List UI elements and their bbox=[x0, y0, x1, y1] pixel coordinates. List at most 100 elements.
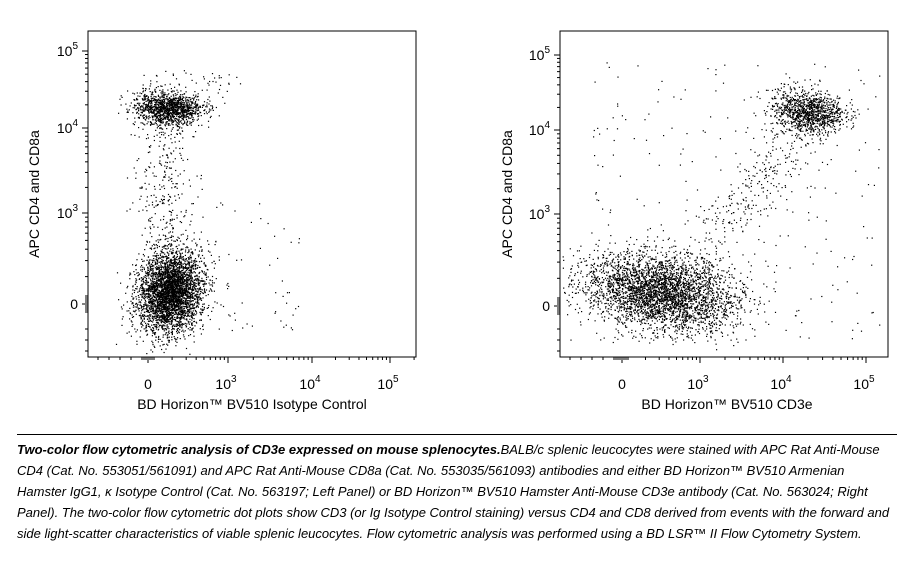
event-dot bbox=[170, 298, 172, 300]
event-dot bbox=[179, 112, 181, 115]
event-dot bbox=[164, 112, 166, 114]
event-dot bbox=[150, 329, 152, 331]
event-dot bbox=[161, 118, 164, 121]
event-dot bbox=[159, 275, 161, 277]
event-dot bbox=[168, 314, 170, 316]
event-dot bbox=[199, 319, 201, 321]
event-dot bbox=[174, 281, 176, 283]
event-dot bbox=[172, 289, 174, 291]
event-dot bbox=[151, 106, 153, 108]
event-dot bbox=[158, 270, 160, 272]
event-dot bbox=[191, 324, 193, 326]
event-dot bbox=[177, 316, 179, 318]
event-dot bbox=[194, 285, 196, 287]
event-dot bbox=[199, 294, 201, 296]
event-dot bbox=[165, 271, 167, 273]
event-dot bbox=[140, 305, 142, 307]
event-dot bbox=[142, 289, 144, 291]
event-dot bbox=[165, 303, 167, 305]
event-dot bbox=[156, 313, 158, 315]
event-dot bbox=[154, 108, 156, 110]
event-dot bbox=[174, 86, 176, 88]
event-dot bbox=[193, 110, 195, 112]
event-dot bbox=[178, 127, 181, 129]
event-dot bbox=[161, 313, 164, 315]
event-dot bbox=[165, 284, 167, 286]
event-dot bbox=[139, 95, 141, 97]
event-dot bbox=[177, 278, 179, 280]
event-dot bbox=[165, 256, 167, 258]
event-dot bbox=[215, 106, 217, 109]
event-dot bbox=[187, 108, 189, 110]
event-dot bbox=[178, 279, 181, 281]
event-dot bbox=[148, 301, 150, 303]
event-dot bbox=[153, 324, 155, 326]
event-dot bbox=[179, 299, 181, 301]
event-dot bbox=[152, 270, 154, 272]
event-dot bbox=[175, 294, 177, 296]
event-dot bbox=[151, 268, 153, 270]
event-dot bbox=[181, 102, 183, 104]
event-dot bbox=[146, 272, 148, 274]
event-dot bbox=[172, 273, 174, 275]
event-dot bbox=[175, 340, 177, 342]
event-dot bbox=[186, 318, 188, 320]
event-dot bbox=[168, 277, 170, 279]
event-dot bbox=[163, 278, 165, 280]
event-dot bbox=[185, 102, 187, 104]
event-dot bbox=[181, 330, 183, 332]
event-dot bbox=[189, 276, 191, 278]
event-dot bbox=[168, 280, 170, 282]
event-dot bbox=[175, 309, 177, 311]
event-dot bbox=[168, 298, 170, 300]
event-dot bbox=[140, 307, 142, 309]
event-dot bbox=[170, 264, 172, 266]
event-dot bbox=[179, 115, 181, 117]
event-dot bbox=[193, 308, 195, 310]
event-dot bbox=[166, 307, 168, 309]
event-dot bbox=[162, 104, 164, 106]
event-dot bbox=[175, 268, 177, 270]
event-dot bbox=[167, 319, 169, 321]
event-dot bbox=[181, 266, 183, 268]
event-dot bbox=[175, 288, 177, 290]
event-dot bbox=[140, 269, 142, 271]
event-dot bbox=[149, 289, 152, 291]
event-dot bbox=[157, 266, 159, 269]
event-dot bbox=[166, 337, 168, 339]
event-dot bbox=[141, 111, 143, 113]
event-dot bbox=[155, 321, 158, 323]
event-dot bbox=[167, 291, 169, 293]
event-dot bbox=[185, 91, 187, 93]
event-dot bbox=[167, 112, 170, 114]
event-dot bbox=[156, 112, 158, 114]
event-dot bbox=[191, 312, 193, 314]
event-dot bbox=[164, 281, 166, 284]
event-dot bbox=[159, 114, 161, 116]
event-dot bbox=[160, 103, 163, 105]
event-dot bbox=[169, 101, 171, 103]
event-dot bbox=[191, 240, 193, 242]
event-dot bbox=[185, 347, 188, 350]
event-dot bbox=[182, 305, 184, 307]
event-dot bbox=[179, 293, 181, 295]
event-dot bbox=[162, 266, 164, 268]
event-dot bbox=[199, 293, 201, 295]
event-dot bbox=[167, 310, 169, 312]
event-dot bbox=[191, 106, 193, 108]
event-dot bbox=[161, 296, 163, 298]
event-dot bbox=[179, 221, 181, 223]
event-dot bbox=[160, 110, 162, 113]
event-dot bbox=[157, 291, 159, 294]
event-dot bbox=[176, 250, 178, 252]
event-dot bbox=[177, 122, 179, 124]
event-dot bbox=[178, 105, 180, 108]
event-dot bbox=[191, 101, 193, 103]
event-dot bbox=[164, 317, 166, 319]
event-dot bbox=[194, 261, 196, 263]
event-dot bbox=[160, 114, 162, 117]
event-dot bbox=[167, 334, 169, 336]
event-dot bbox=[209, 100, 211, 102]
event-dot bbox=[186, 109, 188, 111]
